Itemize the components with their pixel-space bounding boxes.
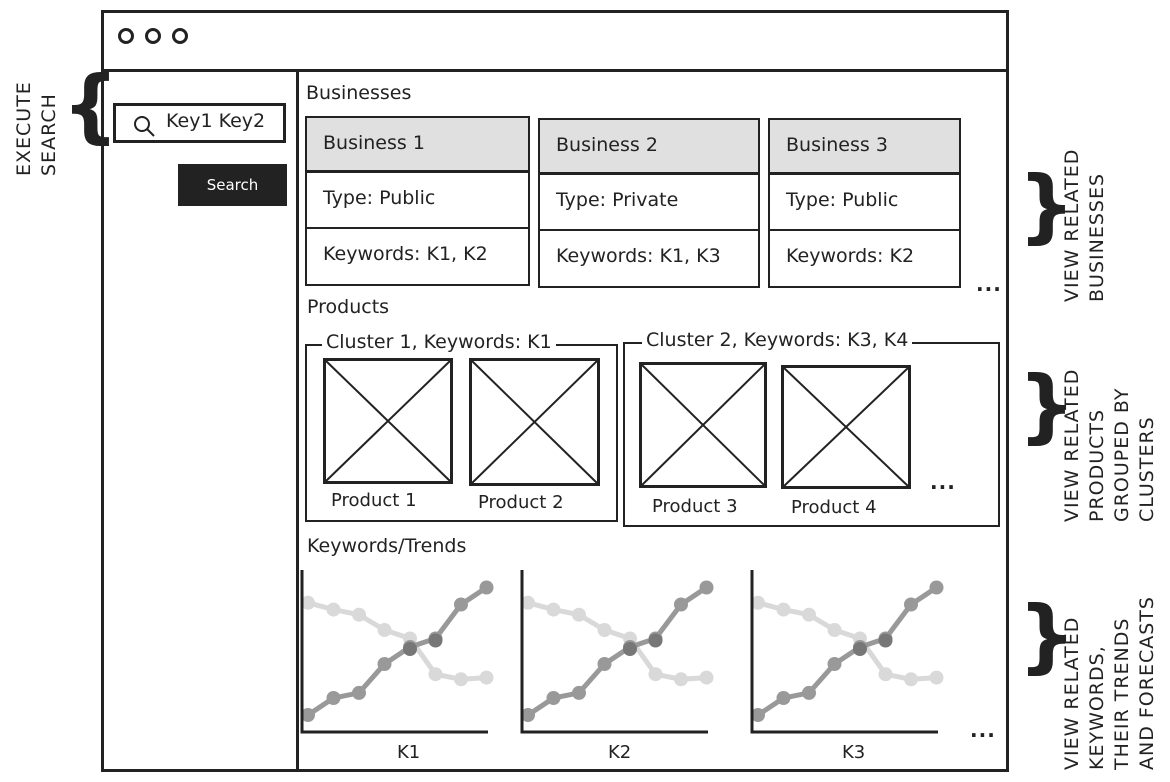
business-name: Business 3	[770, 120, 959, 175]
view-businesses-note: VIEW RELATED BUSINESSES	[1061, 148, 1108, 302]
image-placeholder-icon[interactable]	[469, 358, 600, 486]
data-point	[699, 670, 714, 685]
business-keywords: Keywords: K2	[786, 245, 915, 267]
circle-icon[interactable]	[172, 28, 188, 44]
data-point	[751, 708, 765, 722]
trend-chart	[520, 570, 714, 734]
data-point	[597, 623, 612, 637]
data-point	[326, 602, 341, 617]
data-point	[521, 708, 535, 722]
keyword-label: K1	[397, 742, 421, 763]
keyword-label: K3	[842, 742, 866, 763]
data-point	[802, 607, 816, 622]
execute-search-note: EXECUTE SEARCH	[13, 81, 60, 176]
image-placeholder-icon[interactable]	[639, 362, 767, 488]
right-brace-icon: }	[1018, 159, 1075, 252]
business-card[interactable]: Business 2 Type: Private Keywords: K1, K…	[538, 118, 760, 288]
data-point	[878, 667, 893, 682]
product-label: Product 2	[478, 492, 564, 513]
business-card[interactable]: Business 3 Type: Public Keywords: K2	[768, 118, 961, 288]
business-type: Type: Public	[770, 175, 959, 231]
product-label: Product 1	[331, 490, 417, 511]
data-point	[623, 642, 637, 656]
data-point	[479, 580, 494, 595]
data-point	[827, 657, 842, 671]
left-brace-icon: {	[62, 59, 119, 152]
more-products[interactable]: ...	[930, 470, 956, 494]
data-point	[428, 667, 443, 682]
search-icon	[134, 116, 155, 137]
data-point	[648, 633, 663, 648]
data-point	[802, 685, 816, 700]
data-point	[546, 691, 561, 705]
business-keywords: Keywords: K1, K2	[323, 243, 488, 265]
circle-icon[interactable]	[145, 28, 161, 44]
product-label: Product 4	[791, 497, 877, 518]
product-label: Product 3	[652, 496, 738, 517]
data-point	[648, 667, 663, 682]
cluster-label: Cluster 1, Keywords: K1	[322, 331, 556, 353]
data-point	[674, 672, 688, 687]
data-point	[699, 580, 714, 595]
data-point	[572, 685, 586, 700]
business-name: Business 2	[540, 120, 758, 175]
more-keywords[interactable]: ...	[970, 718, 996, 742]
business-type: Type: Private	[540, 175, 758, 231]
business-name: Business 1	[307, 118, 528, 173]
data-point	[776, 691, 791, 705]
data-point	[827, 623, 842, 637]
right-brace-icon: }	[1018, 589, 1075, 682]
business-card[interactable]: Business 1 Type: Public Keywords: K1, K2	[305, 116, 530, 286]
data-point	[929, 670, 944, 685]
keyword-label: K2	[608, 742, 632, 763]
title-bar	[101, 10, 1009, 72]
data-point	[403, 642, 417, 656]
data-point	[776, 602, 791, 617]
data-point	[479, 670, 494, 685]
cluster-label: Cluster 2, Keywords: K3, K4	[642, 329, 913, 351]
chart-axis	[750, 570, 938, 734]
data-point	[904, 597, 918, 612]
view-products-note: VIEW RELATED PRODUCTS GROUPED BY CLUSTER…	[1061, 368, 1158, 522]
data-point	[546, 602, 561, 617]
data-point	[454, 597, 468, 612]
search-button[interactable]: Search	[178, 164, 287, 206]
data-point	[377, 657, 392, 671]
data-point	[904, 672, 918, 687]
right-brace-icon: }	[1018, 359, 1075, 452]
products-title: Products	[307, 296, 390, 318]
data-point	[301, 595, 315, 610]
data-point	[454, 672, 468, 687]
image-placeholder-icon[interactable]	[323, 358, 453, 484]
trend-chart	[750, 570, 944, 734]
sidebar	[101, 70, 299, 772]
data-point	[377, 623, 392, 637]
data-point	[301, 708, 315, 722]
data-point	[352, 607, 366, 622]
businesses-title: Businesses	[306, 82, 412, 104]
chart-axis	[300, 570, 488, 734]
chart-axis	[520, 570, 708, 734]
keywords-title: Keywords/Trends	[307, 535, 467, 557]
circle-icon[interactable]	[118, 28, 134, 44]
business-keywords: Keywords: K1, K3	[556, 245, 721, 267]
business-type: Type: Public	[307, 173, 528, 229]
data-point	[751, 595, 765, 610]
data-point	[572, 607, 586, 622]
data-point	[878, 633, 893, 648]
view-keywords-note: VIEW RELATED KEYWORDS, THEIR TRENDS AND …	[1061, 596, 1158, 770]
trend-chart	[300, 570, 494, 734]
data-point	[674, 597, 688, 612]
data-point	[929, 580, 944, 595]
data-point	[521, 595, 535, 610]
more-businesses[interactable]: ...	[976, 272, 1002, 296]
data-point	[597, 657, 612, 671]
data-point	[326, 691, 341, 705]
search-query[interactable]: Key1 Key2	[166, 110, 266, 132]
search-input[interactable]	[113, 103, 286, 143]
image-placeholder-icon[interactable]	[781, 365, 911, 489]
data-point	[853, 642, 867, 656]
data-point	[428, 633, 443, 648]
data-point	[352, 685, 366, 700]
